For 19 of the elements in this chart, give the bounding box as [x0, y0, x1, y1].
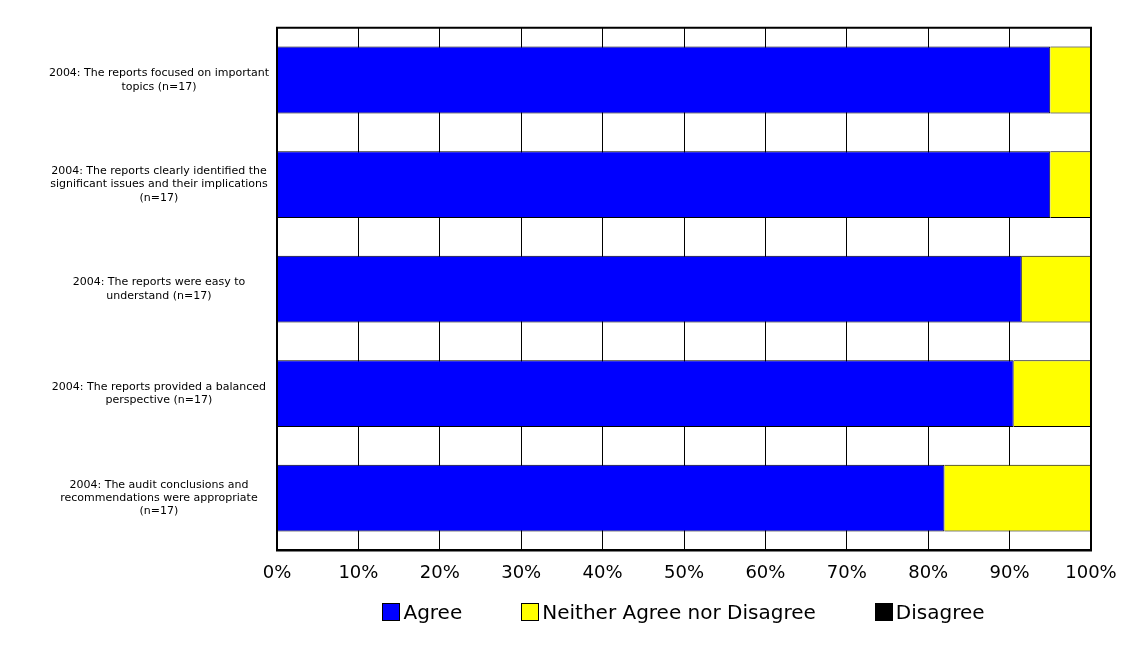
x-tick-label: 80% [908, 560, 949, 582]
x-tick-label: 90% [989, 560, 1030, 582]
y-tick-label: 2004: The reports focused on important topics (n=17) [48, 66, 270, 93]
y-tick-label: 2004: The reports provided a balanced perspective (n=17) [51, 379, 267, 407]
x-tick-label: 40% [582, 560, 623, 582]
y-tick-label: 2004: The reports were easy to understand (n=17) [72, 275, 246, 302]
x-tick-label: 100% [1065, 560, 1117, 582]
y-tick-label: 2004: The audit conclusions and recommendations were appropriate (n=17) [60, 477, 258, 518]
legend-label: Neither Agree nor Disagree [542, 600, 816, 624]
x-tick-label: 30% [501, 560, 542, 582]
x-tick-label: 10% [338, 560, 379, 582]
legend-label: Disagree [895, 600, 985, 624]
legend-label: Agree [403, 600, 463, 624]
y-tick-label: 2004: The reports clearly identified the significant issues and their implications (n=17) [50, 164, 268, 204]
x-tick-label: 70% [826, 560, 867, 582]
x-tick-label: 50% [663, 560, 705, 582]
x-tick-label: 60% [745, 560, 786, 582]
x-tick-label: 0% [262, 560, 292, 582]
x-tick-label: 20% [419, 560, 460, 582]
